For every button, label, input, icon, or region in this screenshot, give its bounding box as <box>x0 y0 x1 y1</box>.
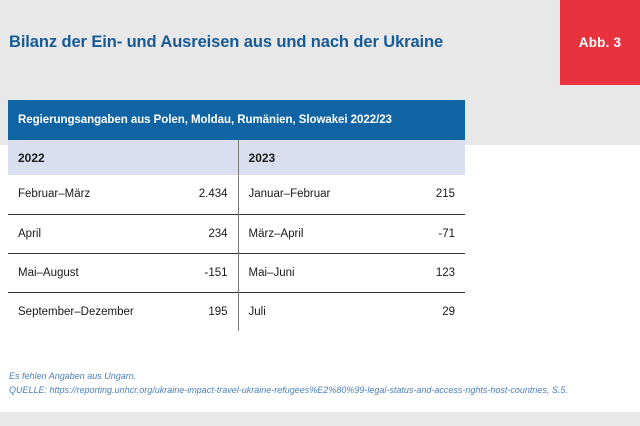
cell-period-2022: Mai–August <box>8 252 168 292</box>
cell-value-2022: 195 <box>168 291 239 331</box>
cell-value-2022: 234 <box>168 213 239 253</box>
table-header-row: 2022 2023 <box>8 140 466 175</box>
column-header-2022: 2022 <box>18 150 45 165</box>
footnote-source: QUELLE: https://reporting.unhcr.org/ukra… <box>9 384 568 395</box>
cell-value-2023: 123 <box>383 252 466 292</box>
table-title-label: Regierungsangaben aus Polen, Moldau, Rum… <box>18 114 392 126</box>
cell-period-2022: April <box>8 213 168 253</box>
statistics-table: 2022 2023 Februar–März 2.434 Januar–Febr… <box>8 140 466 331</box>
cell-period-2023: März–April <box>237 213 384 253</box>
cell-value-2023: -71 <box>383 213 466 253</box>
page-title: Bilanz der Ein- und Ausreisen aus und na… <box>9 33 444 51</box>
cell-value-2022: 2.434 <box>198 188 228 201</box>
column-header-2023: 2023 <box>237 140 466 175</box>
cell-period-2023: Januar–Februar <box>237 175 384 214</box>
table-row: Februar–März 2.434 Januar–Februar 215 <box>8 175 466 214</box>
table-row: April 234 März–April -71 <box>8 213 466 253</box>
table-title-bar: Regierungsangaben aus Polen, Moldau, Rum… <box>8 100 465 140</box>
figure-number-label: Abb. 3 <box>578 35 622 50</box>
footnote-note: Es fehlen Angaben aus Ungarn. <box>9 371 137 381</box>
cell-period-2022: Februar–März <box>18 188 91 201</box>
table-row: Mai–August -151 Mai–Juni 123 <box>8 252 466 292</box>
cell-period-2023: Juli <box>237 291 384 331</box>
cell-value-2023: 29 <box>383 291 466 331</box>
cell-value-2022: -151 <box>168 252 239 292</box>
cell-period-2022: September–Dezember <box>8 291 168 331</box>
cell-value-2023: 215 <box>435 188 456 201</box>
cell-period-2023: Mai–Juni <box>237 252 384 292</box>
data-table: Regierungsangaben aus Polen, Moldau, Rum… <box>8 100 466 331</box>
figure-number-badge: Abb. 3 <box>560 0 640 85</box>
table-row: September–Dezember 195 Juli 29 <box>8 291 466 331</box>
footnotes: Es fehlen Angaben aus Ungarn. QUELLE: ht… <box>9 370 629 397</box>
